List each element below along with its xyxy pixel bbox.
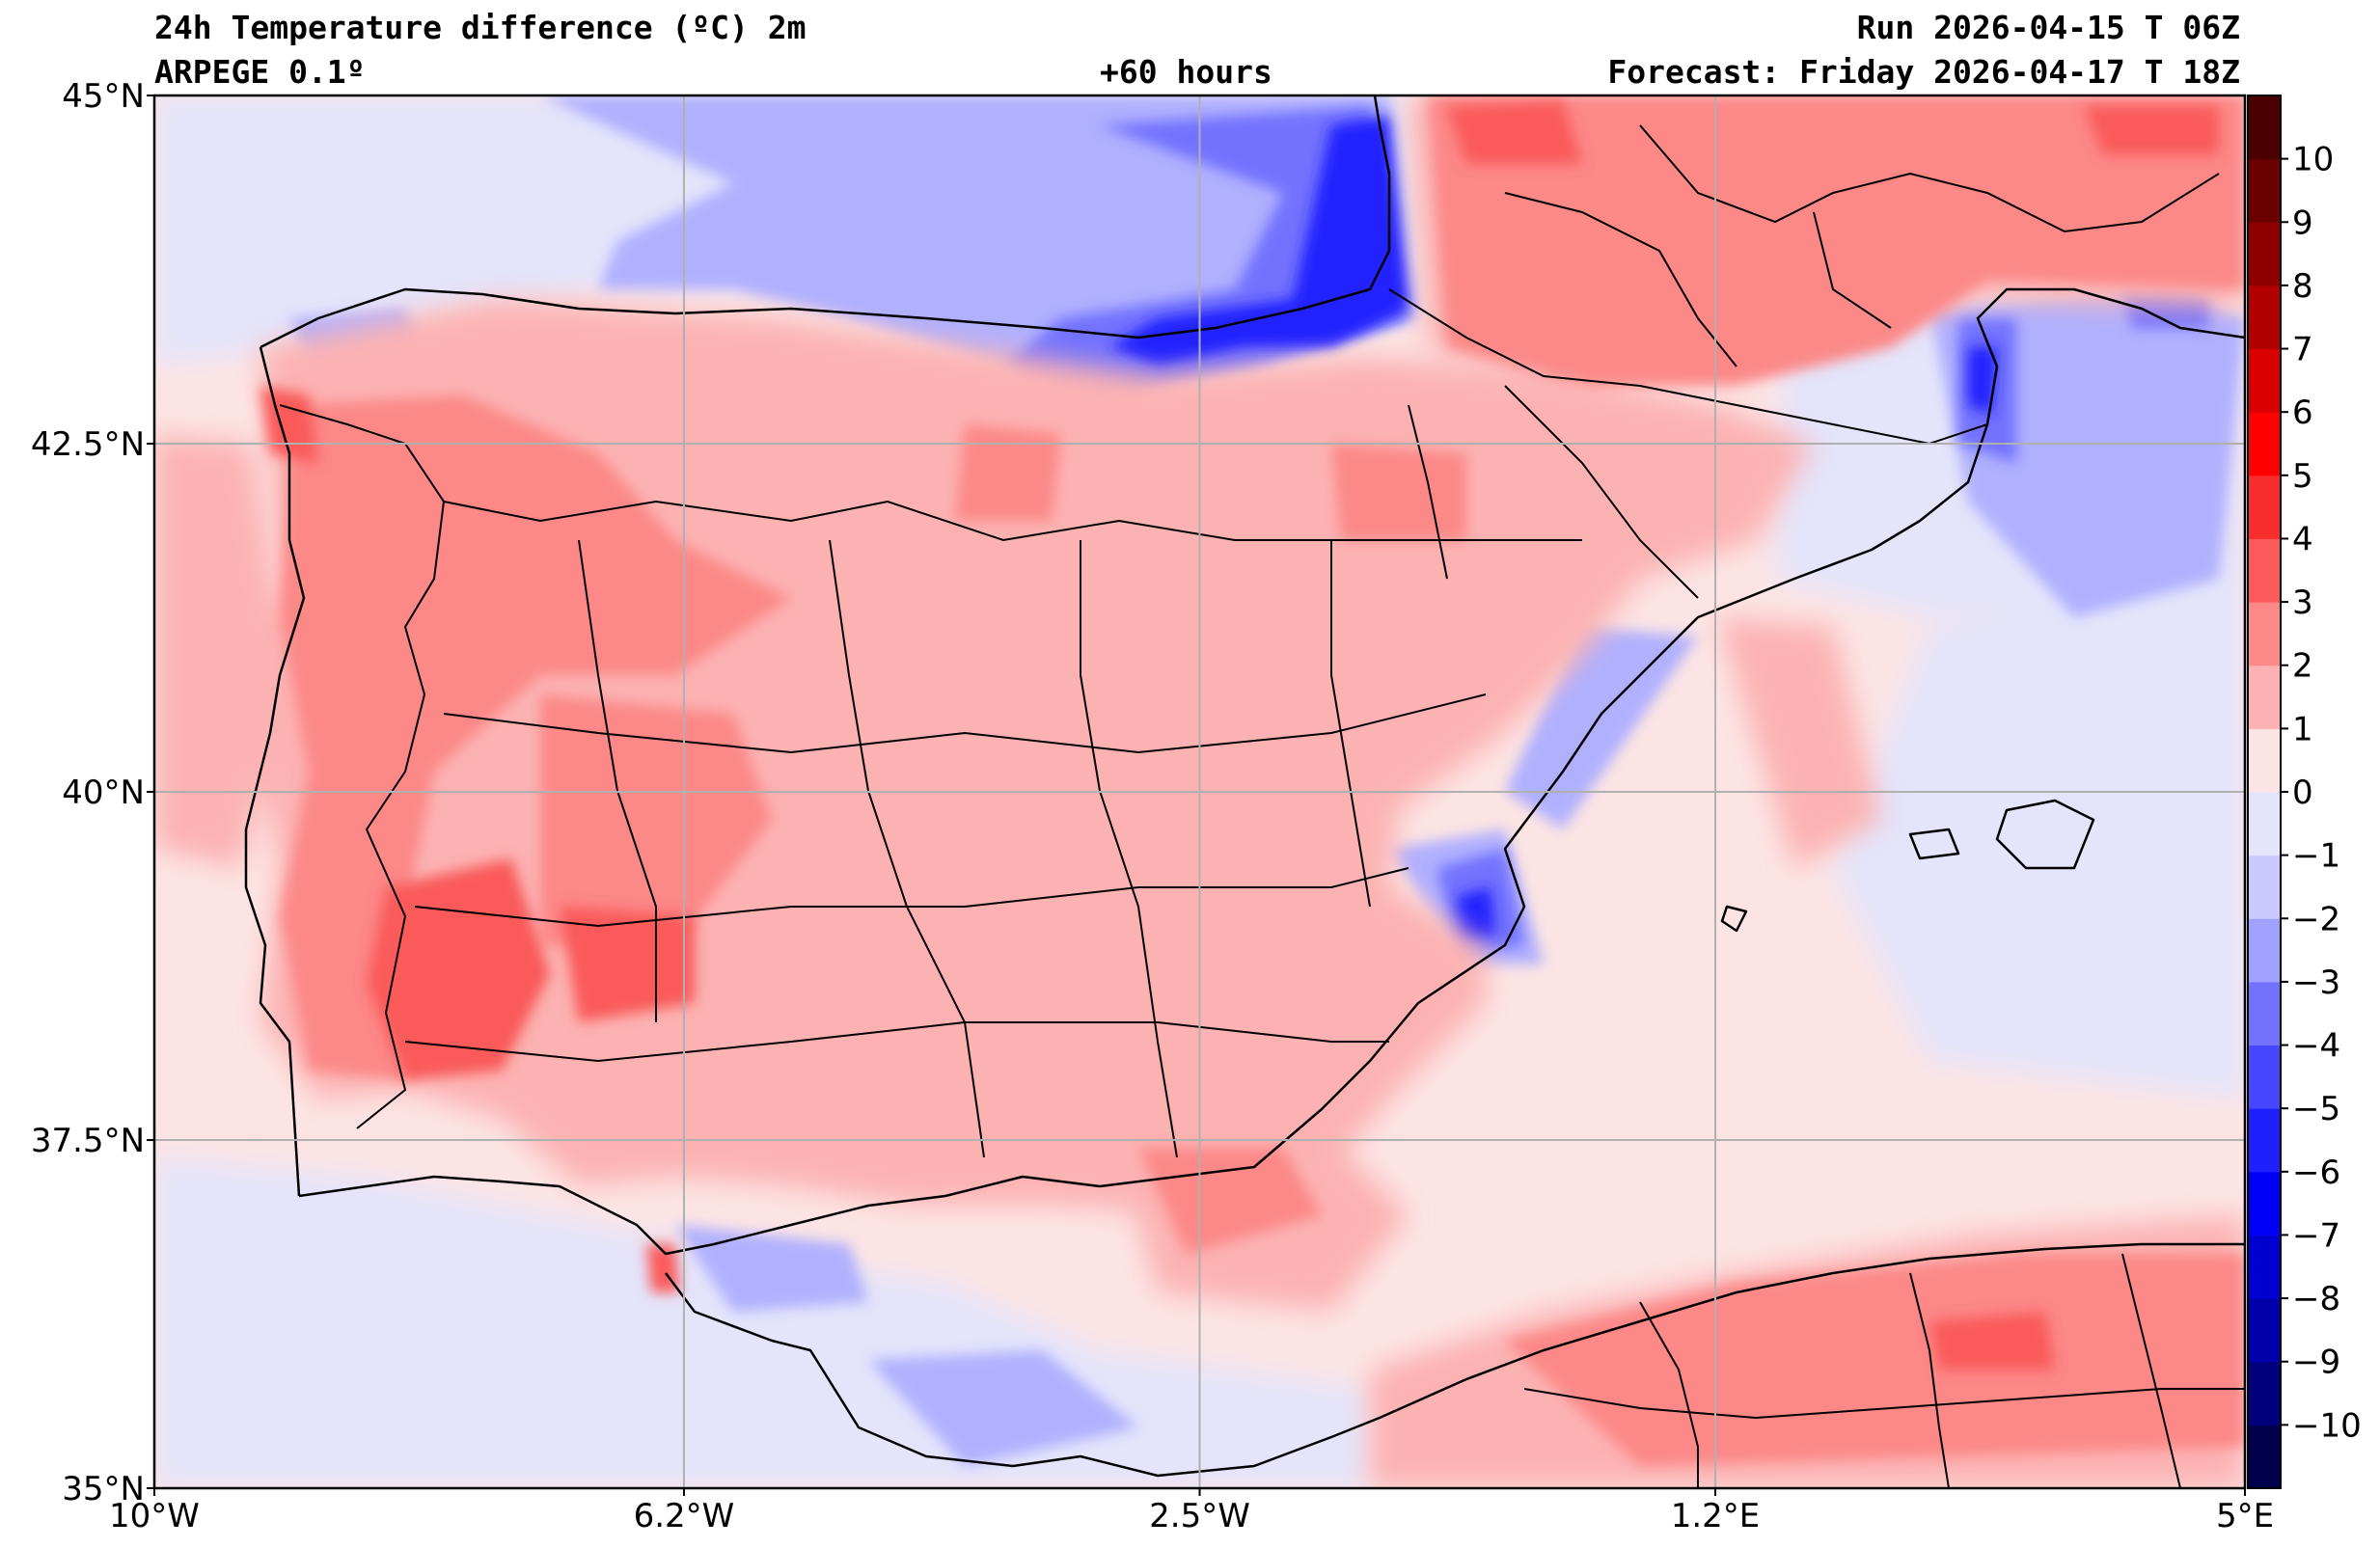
colorbar-tick-label-7: −3 [2292,964,2340,1002]
colorbar-segment-11 [2248,728,2281,793]
colorbar-segment-3 [2248,1235,2281,1299]
colorbar-tick-label-13: 3 [2292,584,2313,622]
colorbar-tick-label-9: −1 [2292,837,2340,876]
lon-tick-label-4: 5°E [2216,1497,2274,1535]
forecast-label: Forecast: Friday 2026-04-17 T 18Z [1607,53,2240,91]
colorbar-segment-7 [2248,981,2281,1046]
colorbar-tick-label-3: −7 [2292,1216,2340,1255]
colorbar-segment-13 [2248,602,2281,666]
colorbar-segment-15 [2248,475,2281,539]
colorbar-tick-label-6: −4 [2292,1027,2340,1066]
colorbar-segment-21 [2248,95,2281,160]
colorbar-segment-2 [2248,1298,2281,1363]
colorbar-tick-label-10: 0 [2292,774,2313,812]
lat-tick-label-1: 42.5°N [31,425,145,464]
colorbar-tick-label-18: 8 [2292,267,2313,306]
colorbar-tick-label-14: 4 [2292,520,2313,558]
colorbar-tick-label-16: 6 [2292,394,2313,432]
colorbar-segment-17 [2248,348,2281,413]
lon-tick-label-1: 6.2°W [634,1497,735,1535]
colorbar-tick-label-8: −2 [2292,900,2340,938]
map-title: 24h Temperature difference (ºC) 2m [154,9,807,46]
colorbar-tick-label-2: −8 [2292,1280,2340,1318]
lat-tick-label-0: 45°N [62,77,145,116]
colorbar-segment-1 [2248,1361,2281,1426]
colorbar-tick-label-19: 9 [2292,204,2313,242]
colorbar-segment-5 [2248,1108,2281,1173]
lon-tick-label-0: 10°W [109,1497,200,1535]
colorbar-segment-6 [2248,1045,2281,1109]
colorbar-tick-label-4: −6 [2292,1154,2340,1192]
colorbar-segment-12 [2248,665,2281,729]
colorbar-segment-16 [2248,412,2281,476]
colorbar-segment-8 [2248,918,2281,983]
lead-time-label: +60 hours [1100,53,1272,91]
lat-tick-label-3: 37.5°N [31,1122,145,1160]
colorbar-tick-label-0: −10 [2292,1406,2362,1445]
colorbar-tick-label-5: −5 [2292,1090,2340,1128]
latitude-axis: 45°N 42.5°N 40°N 37.5°N 35°N [31,77,154,1508]
colorbar-tick-label-12: 2 [2292,647,2313,686]
colorbar-tick-label-20: 10 [2292,141,2334,179]
colorbar-tick-label-15: 5 [2292,457,2313,496]
lon-tick-label-2: 2.5°W [1149,1497,1250,1535]
lat-tick-label-4: 35°N [62,1470,145,1508]
colorbar-segment-14 [2248,538,2281,603]
run-label: Run 2026-04-15 T 06Z [1856,9,2240,46]
colorbar-segment-4 [2248,1171,2281,1236]
lat-tick-label-2: 40°N [62,774,145,812]
colorbar-segment-19 [2248,222,2281,286]
model-label: ARPEGE 0.1º [154,53,366,91]
colorbar-segment-10 [2248,792,2281,856]
colorbar-segment-18 [2248,285,2281,350]
colorbar-tick-label-1: −9 [2292,1344,2340,1382]
longitude-axis: 10°W 6.2°W 2.5°W 1.2°E 5°E [109,1488,2274,1535]
colorbar-tick-label-11: 1 [2292,710,2313,748]
colorbar-segment-9 [2248,855,2281,919]
lon-tick-label-3: 1.2°E [1671,1497,1761,1535]
colorbar-segment-0 [2248,1425,2281,1489]
colorbar-tick-label-17: 7 [2292,331,2313,369]
colorbar-segment-20 [2248,158,2281,223]
